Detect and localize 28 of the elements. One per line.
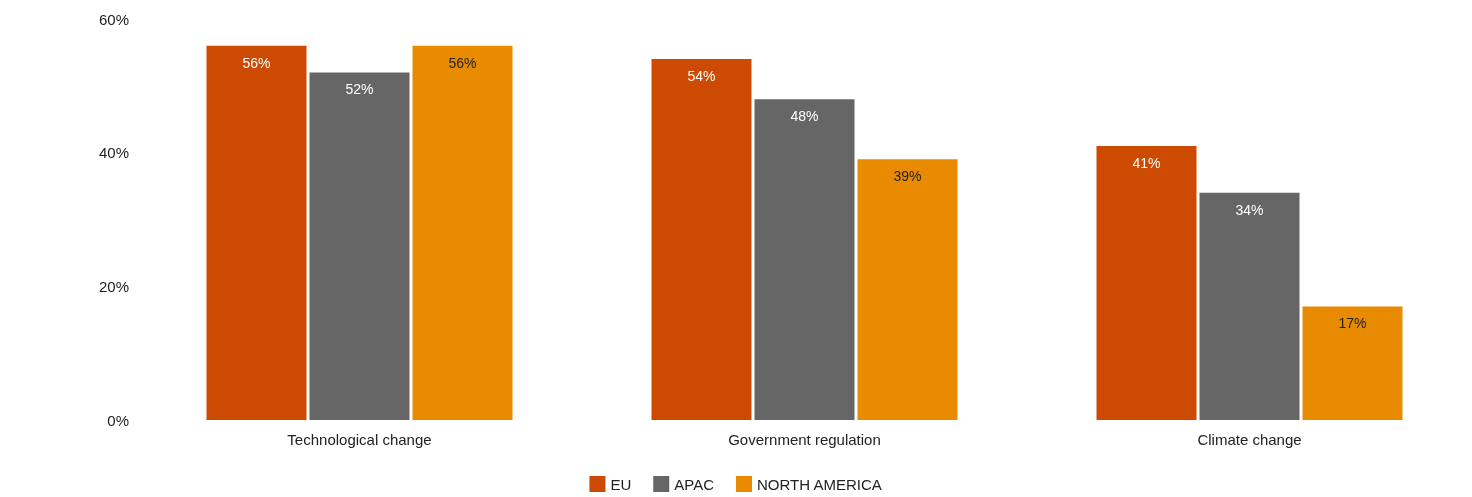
bar <box>1096 145 1197 420</box>
y-tick-label: 40% <box>98 144 129 162</box>
data-label: 39% <box>893 168 922 185</box>
bar <box>412 45 513 420</box>
y-tick-label: 0% <box>107 411 129 429</box>
legend-label: APAC <box>674 475 715 493</box>
x-tick-label: Climate change <box>1197 431 1302 448</box>
bar <box>857 159 958 420</box>
data-label: 56% <box>242 54 271 71</box>
legend-label: NORTH AMERICA <box>757 475 882 493</box>
y-tick-label: 20% <box>98 277 129 295</box>
y-tick-label: 60% <box>98 10 129 28</box>
bar <box>309 72 410 420</box>
data-label: 52% <box>345 81 374 98</box>
data-label: 41% <box>1132 154 1161 171</box>
data-label: 56% <box>448 54 477 71</box>
bar <box>754 99 855 420</box>
legend-label: EU <box>610 475 632 493</box>
bar <box>1302 306 1403 420</box>
x-tick-label: Technological change <box>287 431 432 448</box>
bar <box>206 45 307 420</box>
data-label: 17% <box>1338 315 1367 332</box>
bar <box>651 59 752 420</box>
data-label: 48% <box>790 108 819 125</box>
x-tick-label: Government regulation <box>728 431 881 448</box>
data-label: 34% <box>1235 201 1264 218</box>
bar <box>1199 192 1300 420</box>
data-label: 54% <box>687 68 716 85</box>
